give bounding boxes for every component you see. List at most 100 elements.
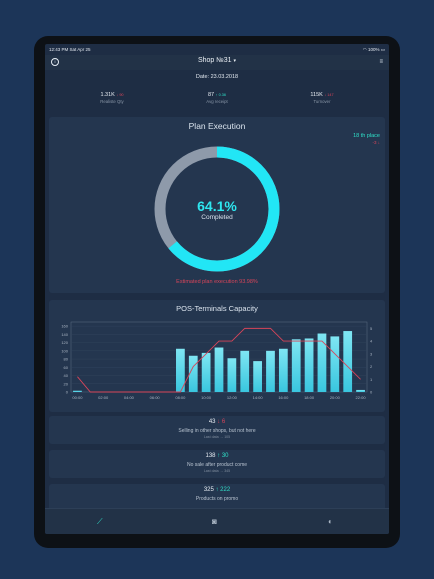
battery-icon: ▭: [380, 47, 385, 52]
y-tick-label: 140: [61, 332, 68, 337]
x-tick-label: 18:00: [304, 395, 315, 400]
y2-tick-label: 5: [370, 326, 373, 331]
stat-sub: Last data → 105: [203, 435, 231, 439]
rank-delta: -3 ↓: [372, 140, 380, 145]
bar: [201, 352, 211, 392]
stat-card[interactable]: 43 ↓ 6 Selling in other shops, but not he…: [49, 416, 385, 444]
x-tick-label: 16:00: [278, 395, 289, 400]
y-tick-label: 0: [66, 390, 69, 395]
x-tick-label: 14:00: [253, 395, 264, 400]
stat-value-line: 325 ↑ 222: [49, 487, 385, 493]
bar: [240, 350, 250, 392]
kpi-label: Realiste Qty: [100, 99, 124, 104]
kpi-delta: ↓ 147: [324, 93, 334, 97]
kpi-value-line: 115K ↓ 147: [267, 92, 377, 98]
bar: [356, 389, 365, 392]
x-tick-label: 00:00: [72, 395, 83, 400]
stat-label: Products on promo: [195, 496, 239, 502]
stat-value-line: 43 ↓ 6: [49, 419, 385, 425]
y-tick-label: 80: [64, 357, 69, 362]
x-tick-label: 12:00: [227, 395, 238, 400]
plan-ring-chart: [154, 146, 280, 272]
stat-label: Selling in other shops, but not here: [178, 428, 256, 434]
bar: [73, 390, 82, 392]
stat-value: 325: [203, 487, 214, 493]
completed-label: Completed: [201, 214, 233, 221]
kpi-value-line: 87 ↑ 0.36: [162, 92, 272, 98]
pos-bar-chart: 0 20 40 60 80 100 120 140 160 0 1 2 3 4 5 00:00 02:00 04:…: [61, 321, 373, 400]
stat-delta: ↑ 222: [215, 487, 231, 493]
bar: [266, 350, 275, 392]
plan-estimate: Estimated plan execution 93.98%: [176, 279, 258, 285]
info-icon[interactable]: i: [51, 58, 59, 66]
stat-delta: ↑ 30: [217, 453, 229, 459]
wifi-icon: ◠: [362, 47, 368, 52]
kpi-label: Turnover: [313, 99, 331, 104]
x-tick-label: 10:00: [201, 395, 212, 400]
x-tick-label: 22:00: [356, 395, 367, 400]
bar: [304, 338, 314, 392]
bar: [343, 331, 353, 392]
bar: [291, 339, 301, 392]
shop-selector[interactable]: Shop №31 ▾: [45, 57, 389, 64]
bar: [176, 348, 185, 392]
caret-down-icon: ▾: [233, 58, 237, 64]
kpi-value: 87: [208, 92, 215, 98]
y2-tick-label: 3: [370, 351, 373, 356]
bar: [278, 348, 288, 392]
stack-icon[interactable]: ≡: [379, 59, 383, 65]
kpi-item: 115K ↓ 147 Turnover: [267, 92, 377, 104]
y-tick-label: 20: [64, 381, 69, 386]
rank-place: 18 th place: [353, 133, 380, 139]
kpi-value-line: 1.31K ↓ 90: [57, 92, 167, 98]
pos-capacity-card: POS-Terminals Capacity 0 20 40 60 80 100 120 14…: [49, 300, 385, 412]
y2-tick-label: 0: [370, 390, 373, 395]
chart-line-icon[interactable]: ⟋: [97, 517, 103, 526]
bar: [317, 333, 327, 392]
plan-execution-card: Plan Execution 18 th place -3 ↓ 64.1% Co…: [49, 117, 385, 293]
y2-tick-label: 2: [370, 364, 373, 369]
bar: [253, 361, 262, 392]
ring-progress: [154, 146, 280, 272]
kpi-label: Avg receipt: [206, 99, 228, 104]
y-tick-label: 120: [61, 340, 68, 345]
stat-card[interactable]: 138 ↑ 30 No sale after product come Last d…: [49, 450, 385, 478]
status-time-date: 12:43 PM Sat Apr 25: [49, 47, 91, 52]
tab-bar: ⟋ ◙ ◐: [45, 508, 389, 534]
y2-tick-label: 1: [370, 377, 373, 382]
stat-value: 43: [208, 419, 216, 425]
status-battery: ◠ 100% ▭: [362, 47, 385, 52]
camera-icon[interactable]: ◙: [212, 517, 217, 526]
stat-value: 138: [205, 453, 216, 459]
x-tick-label: 08:00: [175, 395, 186, 400]
status-bar: 12:43 PM Sat Apr 25 ◠ 100% ▭: [45, 44, 389, 55]
stat-value-line: 138 ↑ 30: [49, 453, 385, 459]
x-tick-label: 06:00: [150, 395, 161, 400]
x-tick-label: 02:00: [98, 395, 109, 400]
kpi-delta: ↑ 0.36: [215, 93, 226, 97]
x-tick-label: 04:00: [124, 395, 135, 400]
contrast-icon[interactable]: ◐: [328, 517, 333, 526]
bar: [227, 358, 237, 392]
y2-tick-label: 4: [370, 339, 373, 344]
stat-sub: Last data → 345: [203, 469, 231, 473]
y-tick-label: 100: [61, 348, 68, 353]
kpi-item: 87 ↑ 0.36 Avg receipt: [162, 92, 272, 104]
bar: [330, 336, 340, 392]
y-tick-label: 40: [64, 373, 69, 378]
kpi-item: 1.31K ↓ 90 Realiste Qty: [57, 92, 167, 104]
x-tick-label: 20:00: [330, 395, 341, 400]
bar: [214, 347, 224, 392]
stat-delta: ↓ 6: [217, 419, 226, 425]
line-series: [77, 327, 361, 393]
nav-bar: i Shop №31 ▾ ≡: [45, 55, 389, 70]
pos-capacity-title: POS-Terminals Capacity: [176, 304, 258, 313]
plan-execution-title: Plan Execution: [188, 121, 246, 131]
bar: [188, 355, 198, 392]
percent-label: 64.1%: [197, 198, 237, 214]
app-screen: 12:43 PM Sat Apr 25 ◠ 100% ▭ i Shop №31 …: [45, 44, 389, 534]
kpi-delta: ↓ 90: [116, 93, 124, 97]
stat-card[interactable]: 325 ↑ 222 Products on promo: [49, 484, 385, 512]
stat-label: No sale after product come: [186, 462, 248, 468]
y-tick-label: 160: [61, 324, 68, 329]
